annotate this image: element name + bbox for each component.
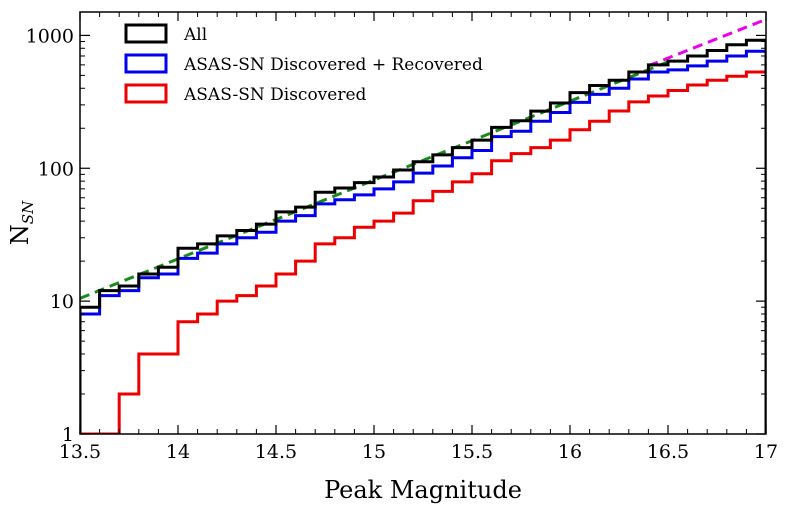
legend: All ASAS-SN Discovered + Recovered ASAS-SN…: [124, 23, 483, 105]
legend-swatch-asas-sn-discovered-recovered: [124, 53, 168, 74]
plot-frame: [79, 11, 767, 435]
series-layer: [80, 17, 766, 434]
y-axis-title: NSN: [6, 200, 37, 245]
y-tick-label: 100: [38, 158, 74, 180]
x-tick-label: 17: [754, 441, 778, 463]
legend-swatch-asas-sn-discovered: [124, 83, 168, 104]
series-asas-sn-discovered-step: [80, 70, 766, 434]
y-tick-label: 1: [62, 424, 74, 446]
x-tick-label: 16.5: [647, 441, 689, 463]
fit-green-line: [80, 58, 673, 300]
y-axis-title-main: N: [6, 224, 34, 245]
legend-label-asas-sn-discovered-recovered: ASAS-SN Discovered + Recovered: [183, 55, 483, 75]
y-tick-label: 10: [50, 291, 74, 313]
x-tick-label: 14: [166, 441, 190, 463]
legend-swatch-all: [124, 23, 168, 44]
series-all-step: [80, 38, 766, 434]
x-tick-label: 13.5: [59, 441, 101, 463]
series-asas-sn-discovered-recovered-step: [80, 49, 766, 434]
x-tick-label: 15.5: [451, 441, 493, 463]
legend-label-all: All: [183, 25, 207, 45]
fit-magenta-line: [647, 17, 766, 68]
x-tick-label: 16: [558, 441, 582, 463]
x-axis-title: Peak Magnitude: [324, 476, 522, 504]
x-tick-label: 15: [362, 441, 386, 463]
y-tick-label: 1000: [26, 25, 74, 47]
tick-layer: 13.5 14 14.5 15 15.5 16 16.5 17 1 10 100 1000: [26, 12, 778, 463]
x-tick-label: 14.5: [255, 441, 297, 463]
legend-label-asas-sn-discovered: ASAS-SN Discovered: [183, 85, 367, 105]
y-axis-title-sub: SN: [19, 200, 37, 224]
